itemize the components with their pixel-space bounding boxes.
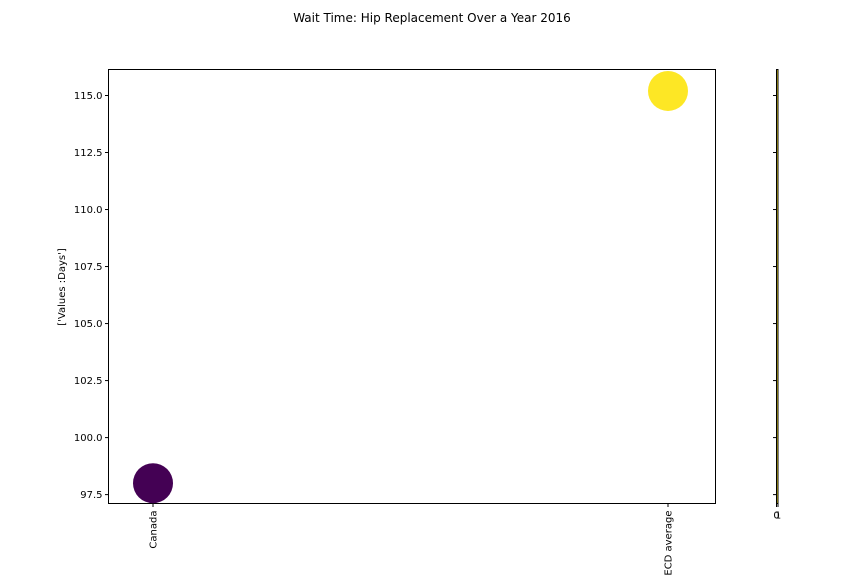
colorbar-tick-label: 1 (775, 511, 781, 522)
point (133, 463, 173, 504)
point (648, 70, 688, 111)
y-tick-label: 112.5 (74, 148, 103, 159)
colorbar-tick-label: 0 (773, 511, 779, 522)
y-axis-label: ['Values :Days'] (57, 248, 68, 326)
plot-frame (108, 69, 716, 504)
y-tick-label: 102.5 (74, 376, 103, 387)
colorbar (776, 69, 779, 504)
chart-title: Wait Time: Hip Replacement Over a Year 2… (293, 11, 571, 25)
y-tick-label: 107.5 (74, 262, 103, 273)
x-tick-label: ECD average (664, 511, 675, 576)
y-tick-label: 100.0 (74, 433, 103, 444)
y-tick-label: 97.5 (80, 490, 102, 501)
y-tick-label: 105.0 (74, 319, 103, 330)
x-tick-label: Canada (149, 511, 160, 549)
y-tick-label: 115.0 (74, 91, 103, 102)
y-tick-label: 110.0 (74, 205, 103, 216)
